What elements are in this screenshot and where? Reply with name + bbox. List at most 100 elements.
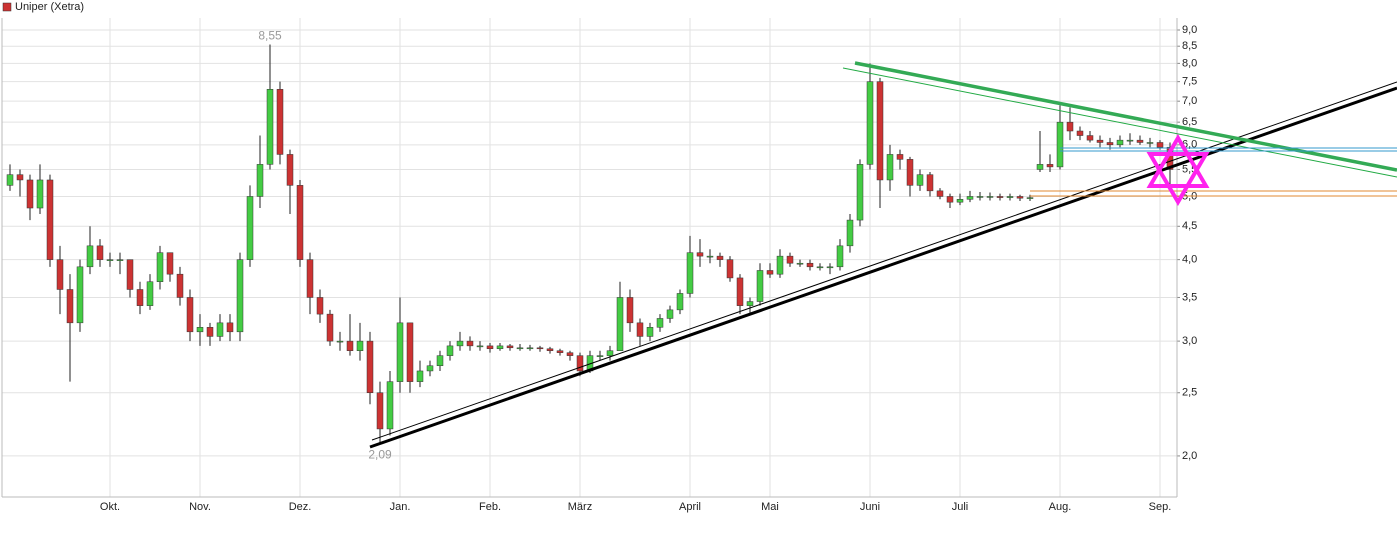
candle-body [866,81,874,165]
candle-body [936,190,944,197]
candle-body [1126,139,1134,142]
candle-body [476,345,484,348]
y-tick-label: 7,0 [1182,95,1197,107]
x-tick-label: Jan. [390,501,411,513]
candle-body [236,259,244,333]
x-tick-label: April [679,501,701,513]
candle-body [706,255,714,258]
candle-body [1066,121,1074,132]
x-tick-label: Juni [860,501,880,513]
x-tick-label: Dez. [289,501,312,513]
candle-body [416,370,424,382]
candle-body [806,262,814,268]
y-tick-label: 7,5 [1182,76,1197,88]
candle-body [686,252,694,294]
candle-body [986,196,994,198]
candle-body [946,196,954,203]
candle-body [956,199,964,203]
candle-body [106,259,114,261]
candle-body [266,89,274,165]
y-tick-label: 3,5 [1182,291,1197,303]
trend-line [842,67,1397,178]
candle-body [96,245,104,260]
candle-body [326,313,334,342]
candle-body [976,196,984,198]
candle-body [136,289,144,306]
candle-body [646,327,654,337]
y-tick-label: 2,0 [1182,450,1197,462]
x-tick-label: Mai [761,501,779,513]
candle-body [776,255,784,275]
candle-body [886,154,894,181]
min-annotation: 2,09 [368,448,392,462]
candle-body [116,259,124,261]
candle-body [186,297,194,333]
candle-body [376,392,384,430]
candle-body [86,245,94,268]
y-tick-label: 9,0 [1182,24,1197,36]
candle-body [56,259,64,290]
candle-body [896,154,904,160]
y-tick-label: 4,5 [1182,220,1197,232]
candle-body [256,164,264,197]
candle-body [1056,121,1064,168]
candle-body [156,252,164,282]
candle-body [516,347,524,350]
candle-body [606,350,614,356]
candle-body [846,219,854,247]
candle-body [1156,142,1164,148]
candle-body [746,301,754,306]
candle-body [126,259,134,290]
candle-body [666,309,674,319]
x-tick-label: Sep. [1149,501,1172,513]
candle-body [76,266,84,324]
star-marker [1146,152,1210,206]
candle-body [1146,142,1154,144]
candle-body [916,174,924,186]
candle-body [226,322,234,333]
star-marker [1146,134,1210,188]
candle-body [336,340,344,343]
candle-body [1026,197,1034,199]
candle-body [216,322,224,337]
candle-body [276,89,284,155]
candle-body [196,327,204,333]
candle-body [1106,142,1114,146]
candle-body [726,259,734,279]
candle-body [536,347,544,350]
candle-body [296,185,304,260]
candle-body [876,81,884,181]
candle-body [616,297,624,351]
x-tick-label: Okt. [100,501,120,513]
candle-body [506,345,514,349]
candle-body [596,355,604,357]
candle-body [396,322,404,382]
candle-body [26,179,34,209]
candle-body [676,293,684,311]
candle-body [426,365,434,372]
candle-body [246,196,254,260]
y-tick-label: 8,5 [1182,40,1197,52]
candle-body [166,252,174,275]
candle-body [486,345,494,350]
candle-body [446,345,454,356]
candle-body [1036,164,1044,170]
x-tick-label: Aug. [1049,501,1072,513]
candle-body [16,174,24,181]
candle-body [656,318,664,328]
candle-body [1096,139,1104,143]
candle-body [146,281,154,306]
candle-body [346,340,354,351]
plot-area: 2,02,53,03,54,04,55,05,56,06,57,07,58,08… [1,18,1197,513]
candle-body [836,245,844,268]
candle-body [856,164,864,221]
max-annotation: 8,55 [258,29,282,43]
candle-body [386,381,394,430]
candle-body [966,196,974,200]
candle-body [496,345,504,350]
candle-body [1006,196,1014,198]
candle-body [66,289,74,324]
candle-body [576,355,584,372]
trend-lines [369,61,1397,449]
candle-body [176,273,184,298]
